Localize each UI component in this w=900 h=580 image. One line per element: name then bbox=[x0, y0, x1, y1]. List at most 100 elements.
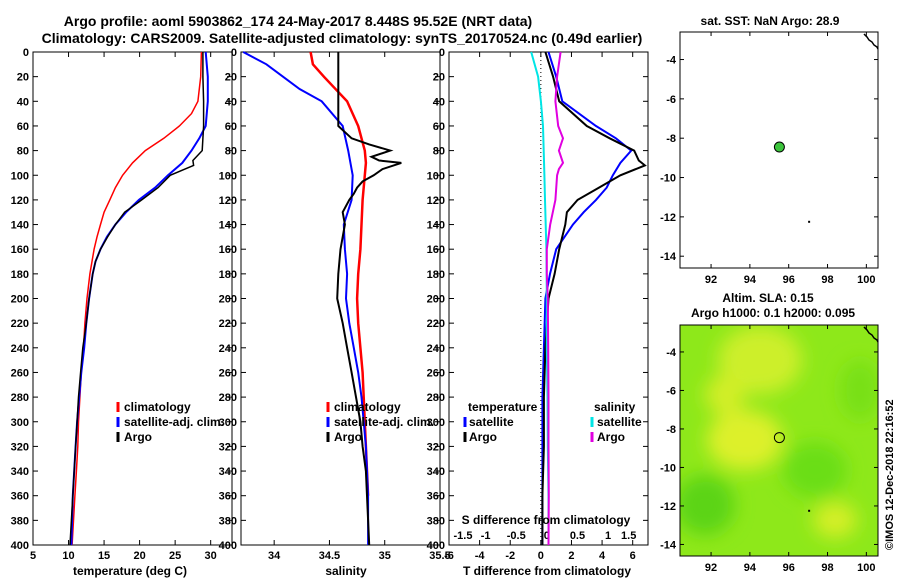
depth-tick-label: 260 bbox=[427, 367, 445, 379]
depth-tick-label: 80 bbox=[433, 146, 445, 158]
depth-tick-label: 140 bbox=[219, 220, 237, 232]
sdiff-x-tick-label: 0 bbox=[544, 530, 550, 542]
depth-tick-label: 0 bbox=[231, 47, 237, 59]
depth-tick-label: 260 bbox=[11, 367, 29, 379]
depth-tick-label: 220 bbox=[11, 318, 29, 330]
sla-low-patch bbox=[840, 360, 878, 420]
depth-tick-label: 0 bbox=[23, 47, 29, 59]
depth-tick-label: 340 bbox=[219, 466, 237, 478]
depth-tick-label: 360 bbox=[11, 491, 29, 503]
depth-tick-label: 320 bbox=[11, 441, 29, 453]
depth-tick-label: 400 bbox=[219, 540, 237, 552]
depth-tick-label: 100 bbox=[11, 170, 29, 182]
depth-tick-label: 40 bbox=[17, 96, 29, 108]
depth-tick-label: 40 bbox=[225, 96, 237, 108]
legend-t-argo: Argo bbox=[469, 430, 497, 444]
depth-tick-label: 100 bbox=[219, 170, 237, 182]
sst-map-islet bbox=[808, 220, 811, 223]
depth-tick-label: 200 bbox=[11, 294, 29, 306]
depth-tick-label: 340 bbox=[11, 466, 29, 478]
sst-map-x-tick-label: 92 bbox=[705, 274, 717, 286]
sdiff-x-tick-label: -1 bbox=[481, 530, 491, 542]
t-difference-xlabel: T difference from climatology bbox=[463, 564, 631, 578]
depth-tick-label: 160 bbox=[219, 244, 237, 256]
sdiff-x-tick-label: -0.5 bbox=[507, 530, 526, 542]
depth-tick-label: 220 bbox=[427, 318, 445, 330]
sla-map-title-2: Argo h1000: 0.1 h2000: 0.095 bbox=[691, 306, 855, 320]
sla-map-title-1: Altim. SLA: 0.15 bbox=[722, 291, 814, 305]
sst-map-x-tick-label: 96 bbox=[783, 274, 795, 286]
sla-map-y-tick-label: -12 bbox=[660, 501, 676, 513]
sdiff-satellite-line bbox=[530, 51, 550, 545]
temperature-x-tick-label: 10 bbox=[62, 550, 74, 562]
legend-climatology: climatology bbox=[124, 400, 191, 414]
depth-tick-label: 280 bbox=[427, 392, 445, 404]
temperature-climatology-line bbox=[71, 51, 203, 546]
tdiff-x-tick-label: 6 bbox=[630, 550, 636, 562]
depth-tick-label: 240 bbox=[219, 343, 237, 355]
sla-map-x-tick-label: 92 bbox=[705, 562, 717, 574]
depth-tick-label: 160 bbox=[11, 244, 29, 256]
sla-heatmap bbox=[680, 325, 878, 556]
figure-title-line2: Climatology: CARS2009. Satellite-adjuste… bbox=[42, 30, 643, 46]
depth-tick-label: 120 bbox=[427, 195, 445, 207]
depth-tick-label: 320 bbox=[219, 441, 237, 453]
salinity-satellite-line bbox=[242, 51, 370, 545]
s-difference-label: S difference from climatology bbox=[462, 513, 631, 527]
depth-tick-label: 380 bbox=[11, 515, 29, 527]
legend-satellite-adj: satellite-adj. clim. bbox=[334, 415, 434, 429]
depth-tick-label: 140 bbox=[427, 220, 445, 232]
depth-tick-label: 380 bbox=[427, 515, 445, 527]
depth-tick-label: 80 bbox=[225, 146, 237, 158]
sla-high-patch bbox=[705, 375, 745, 415]
sla-low-patch bbox=[680, 475, 735, 535]
salinity-x-tick-label: 35 bbox=[379, 550, 391, 562]
sdiff-argo-line bbox=[545, 51, 565, 546]
temperature-panel-frame bbox=[32, 51, 233, 546]
sst-map-argo-position-marker bbox=[773, 141, 785, 153]
temperature-xlabel: temperature (deg C) bbox=[73, 564, 187, 578]
depth-tick-label: 280 bbox=[219, 392, 237, 404]
sla-map-islet bbox=[808, 509, 811, 512]
depth-tick-label: 180 bbox=[11, 269, 29, 281]
depth-tick-label: 360 bbox=[219, 491, 237, 503]
depth-tick-label: 120 bbox=[11, 195, 29, 207]
depth-tick-label: 300 bbox=[219, 417, 237, 429]
figure-title-line1: Argo profile: aoml 5903862_174 24-May-20… bbox=[64, 13, 532, 29]
legend-temperature-title: temperature bbox=[468, 400, 538, 414]
depth-tick-label: 280 bbox=[11, 392, 29, 404]
sst-map-title: sat. SST: NaN Argo: 28.9 bbox=[701, 14, 840, 28]
sdiff-x-tick-label: -1.5 bbox=[454, 530, 473, 542]
salinity-legend: climatology satellite-adj. clim. Argo bbox=[326, 400, 434, 444]
sla-map-frame bbox=[679, 324, 879, 557]
sst-map-x-tick-label: 94 bbox=[744, 274, 757, 286]
depth-tick-label: 20 bbox=[17, 72, 29, 84]
legend-argo: Argo bbox=[124, 430, 152, 444]
tdiff-argo-line bbox=[541, 51, 647, 545]
sla-map-x-tick-label: 98 bbox=[821, 562, 833, 574]
legend-s-argo: Argo bbox=[597, 430, 625, 444]
sla-map-coastline bbox=[863, 326, 879, 343]
depth-tick-label: 200 bbox=[427, 294, 445, 306]
sst-map-y-tick-label: -6 bbox=[666, 94, 676, 106]
sst-map-y-tick-label: -10 bbox=[660, 173, 676, 185]
depth-tick-label: 240 bbox=[427, 343, 445, 355]
depth-tick-label: 200 bbox=[219, 294, 237, 306]
tdiff-satellite-line bbox=[541, 51, 633, 545]
sla-high-patch bbox=[718, 326, 802, 394]
depth-tick-label: 60 bbox=[225, 121, 237, 133]
temperature-satellite-line bbox=[70, 51, 209, 546]
credit-text: ©IMOS 12-Dec-2018 22:16:52 bbox=[884, 399, 896, 550]
sst-map-coastline bbox=[863, 33, 879, 50]
sla-map-x-tick-label: 94 bbox=[744, 562, 757, 574]
depth-tick-label: 60 bbox=[17, 121, 29, 133]
depth-tick-label: 400 bbox=[11, 540, 29, 552]
tdiff-x-tick-label: -6 bbox=[444, 550, 454, 562]
depth-tick-label: 80 bbox=[17, 146, 29, 158]
sla-map-argo-position-marker bbox=[773, 432, 785, 444]
sst-map-y-tick-label: -4 bbox=[666, 55, 677, 67]
depth-tick-label: 100 bbox=[427, 170, 445, 182]
depth-tick-label: 120 bbox=[219, 195, 237, 207]
sla-map-x-tick-label: 96 bbox=[783, 562, 795, 574]
